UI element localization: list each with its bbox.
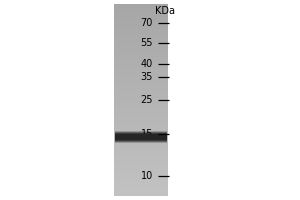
Bar bbox=[114, 138, 168, 141]
Bar bbox=[114, 179, 168, 182]
Text: 15: 15 bbox=[141, 129, 153, 139]
Bar bbox=[114, 6, 168, 9]
Bar bbox=[114, 42, 168, 45]
Bar bbox=[114, 119, 168, 122]
Bar bbox=[114, 122, 168, 124]
Bar bbox=[114, 23, 168, 26]
Bar bbox=[114, 35, 168, 38]
Bar bbox=[114, 93, 168, 95]
Bar bbox=[114, 165, 168, 167]
Bar bbox=[114, 69, 168, 71]
Bar bbox=[114, 28, 168, 30]
Bar bbox=[114, 194, 168, 196]
Bar bbox=[114, 174, 168, 177]
Bar bbox=[114, 45, 168, 47]
Bar bbox=[114, 105, 168, 107]
Bar bbox=[114, 4, 168, 6]
Bar bbox=[114, 83, 168, 86]
Bar bbox=[114, 110, 168, 112]
Bar bbox=[114, 88, 168, 90]
Bar bbox=[114, 98, 168, 100]
Bar bbox=[114, 64, 168, 66]
Bar bbox=[114, 40, 168, 42]
Bar bbox=[114, 33, 168, 35]
Bar bbox=[114, 146, 168, 148]
Bar bbox=[114, 66, 168, 69]
Bar bbox=[114, 52, 168, 54]
Bar bbox=[115, 140, 167, 141]
Text: KDa: KDa bbox=[154, 6, 175, 16]
Bar bbox=[114, 177, 168, 179]
Text: 40: 40 bbox=[141, 59, 153, 69]
Bar bbox=[114, 47, 168, 50]
Bar bbox=[114, 153, 168, 155]
Bar bbox=[114, 131, 168, 134]
Bar bbox=[114, 50, 168, 52]
Text: 70: 70 bbox=[141, 18, 153, 28]
Bar bbox=[114, 14, 168, 16]
Bar bbox=[115, 132, 167, 134]
Bar bbox=[114, 170, 168, 172]
Bar bbox=[114, 9, 168, 11]
Bar bbox=[114, 38, 168, 40]
Text: 55: 55 bbox=[140, 38, 153, 48]
Bar bbox=[114, 54, 168, 57]
Bar bbox=[114, 141, 168, 143]
Bar bbox=[114, 95, 168, 98]
Bar bbox=[115, 140, 167, 142]
Bar bbox=[114, 191, 168, 194]
Bar bbox=[114, 100, 168, 102]
Bar bbox=[114, 184, 168, 186]
Bar bbox=[114, 11, 168, 14]
Bar bbox=[114, 16, 168, 18]
Bar bbox=[114, 71, 168, 74]
Bar bbox=[114, 124, 168, 126]
Bar bbox=[114, 21, 168, 23]
Bar bbox=[114, 158, 168, 160]
Bar bbox=[114, 18, 168, 21]
Bar bbox=[114, 162, 168, 165]
Bar bbox=[114, 150, 168, 153]
Bar bbox=[114, 155, 168, 158]
Bar bbox=[114, 86, 168, 88]
Bar bbox=[115, 140, 167, 143]
Bar bbox=[114, 148, 168, 150]
Text: 25: 25 bbox=[140, 95, 153, 105]
Bar bbox=[115, 131, 167, 134]
Bar bbox=[114, 74, 168, 76]
Bar bbox=[114, 117, 168, 119]
Text: 35: 35 bbox=[141, 72, 153, 82]
Bar bbox=[114, 26, 168, 28]
Bar bbox=[114, 182, 168, 184]
Bar bbox=[114, 78, 168, 81]
Bar bbox=[114, 134, 168, 136]
Bar bbox=[114, 62, 168, 64]
Bar bbox=[114, 143, 168, 146]
Bar bbox=[115, 133, 167, 134]
Bar bbox=[114, 129, 168, 131]
Bar bbox=[114, 186, 168, 189]
Bar bbox=[114, 76, 168, 78]
Bar bbox=[114, 59, 168, 62]
Bar bbox=[114, 126, 168, 129]
Bar bbox=[114, 57, 168, 59]
Text: 10: 10 bbox=[141, 171, 153, 181]
Bar bbox=[114, 102, 168, 105]
Bar bbox=[114, 114, 168, 117]
Bar bbox=[114, 81, 168, 83]
Bar bbox=[114, 167, 168, 170]
Bar bbox=[114, 189, 168, 191]
Bar bbox=[114, 30, 168, 33]
Bar bbox=[114, 172, 168, 174]
Bar bbox=[114, 160, 168, 162]
Bar bbox=[115, 134, 167, 140]
Bar bbox=[114, 107, 168, 110]
Bar bbox=[114, 136, 168, 138]
Bar bbox=[114, 112, 168, 114]
Bar bbox=[114, 90, 168, 93]
